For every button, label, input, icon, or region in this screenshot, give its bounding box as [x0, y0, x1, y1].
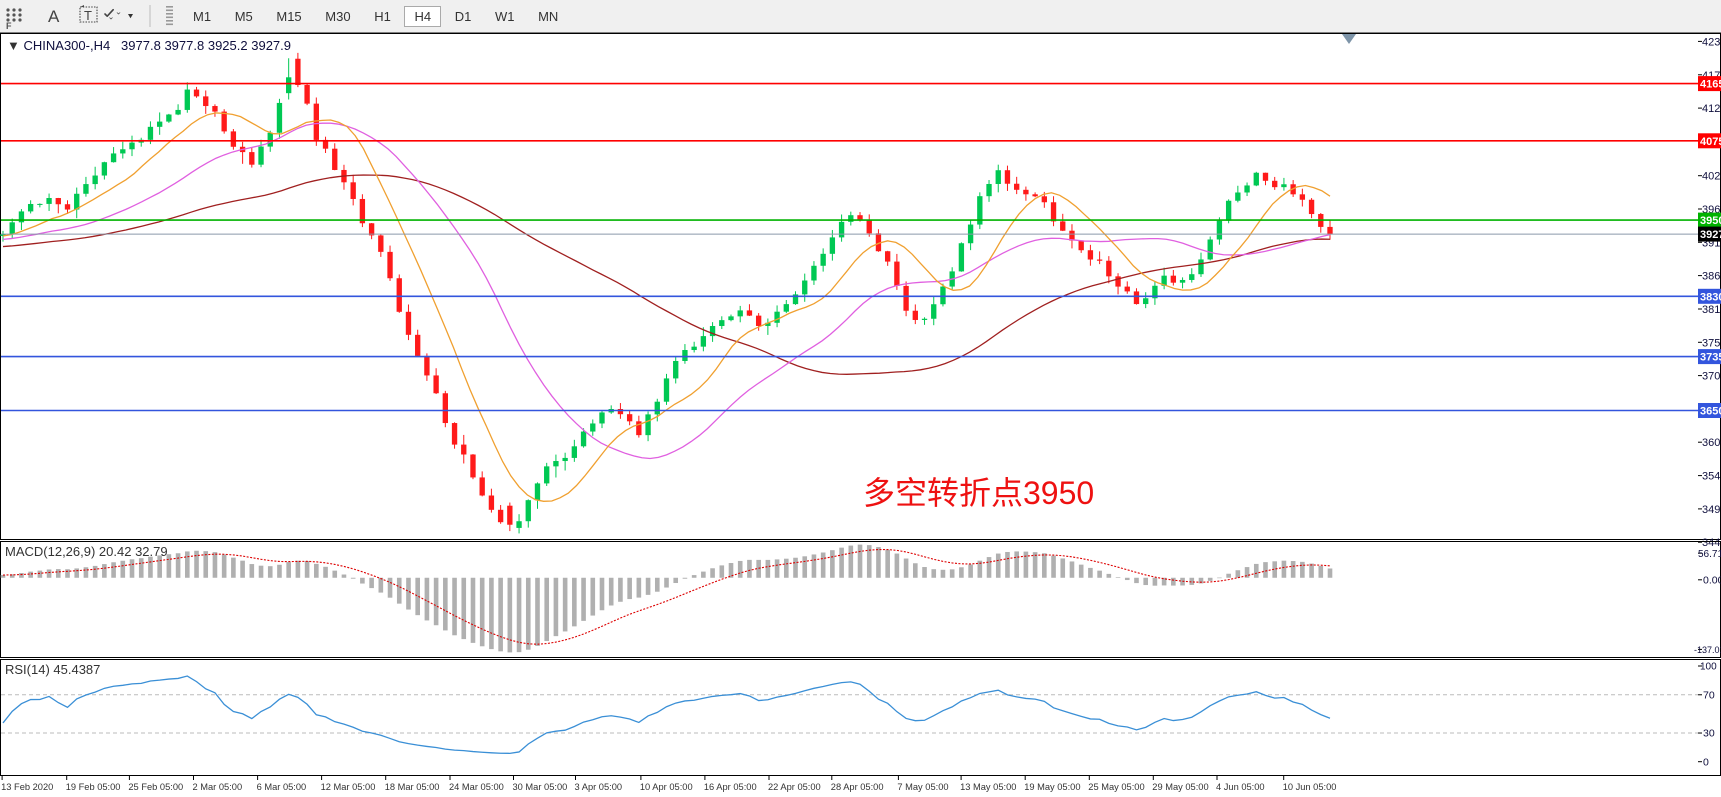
svg-text:6 Mar 05:00: 6 Mar 05:00	[257, 782, 307, 792]
svg-text:0: 0	[1703, 756, 1709, 768]
svg-text:3705.0: 3705.0	[1702, 371, 1721, 383]
svg-text:3650.0: 3650.0	[1700, 406, 1721, 418]
svg-text:24 Mar 05:00: 24 Mar 05:00	[449, 782, 504, 792]
svg-text:4165.0: 4165.0	[1700, 79, 1721, 91]
svg-text:30: 30	[1703, 728, 1715, 740]
svg-text:25 May 05:00: 25 May 05:00	[1088, 782, 1144, 792]
svg-text:10 Jun 05:00: 10 Jun 05:00	[1283, 782, 1337, 792]
svg-text:4231.5: 4231.5	[1702, 36, 1721, 48]
svg-text:F: F	[6, 21, 12, 31]
svg-text:3830.0: 3830.0	[1700, 291, 1721, 303]
svg-text:70: 70	[1703, 690, 1715, 702]
svg-text:A: A	[48, 7, 60, 26]
svg-text:3495.0: 3495.0	[1702, 504, 1721, 516]
svg-text:3600.0: 3600.0	[1702, 437, 1721, 449]
svg-text:3757.5: 3757.5	[1702, 337, 1721, 349]
svg-text:-137.01: -137.01	[1694, 645, 1721, 655]
svg-text:3735.0: 3735.0	[1700, 352, 1721, 364]
svg-text:4 Jun 05:00: 4 Jun 05:00	[1216, 782, 1265, 792]
svg-text:3862.5: 3862.5	[1702, 271, 1721, 283]
svg-text:3810.0: 3810.0	[1702, 304, 1721, 316]
svg-text:3547.5: 3547.5	[1702, 471, 1721, 483]
svg-text:3950.0: 3950.0	[1700, 215, 1721, 227]
svg-text:100: 100	[1700, 662, 1717, 673]
svg-text:4126.5: 4126.5	[1702, 103, 1721, 115]
svg-text:25 Feb 05:00: 25 Feb 05:00	[128, 782, 183, 792]
svg-text:T: T	[84, 8, 92, 23]
svg-text:18 Mar 05:00: 18 Mar 05:00	[385, 782, 440, 792]
svg-text:28 Apr 05:00: 28 Apr 05:00	[831, 782, 884, 792]
svg-text:19 May 05:00: 19 May 05:00	[1024, 782, 1080, 792]
svg-text:2 Mar 05:00: 2 Mar 05:00	[193, 782, 243, 792]
svg-text:22 Apr 05:00: 22 Apr 05:00	[768, 782, 821, 792]
svg-text:56.71: 56.71	[1698, 549, 1721, 560]
svg-text:12 Mar 05:00: 12 Mar 05:00	[321, 782, 376, 792]
svg-text:7 May 05:00: 7 May 05:00	[897, 782, 948, 792]
svg-text:16 Apr 05:00: 16 Apr 05:00	[704, 782, 757, 792]
svg-text:13 May 05:00: 13 May 05:00	[960, 782, 1016, 792]
svg-text:29 May 05:00: 29 May 05:00	[1152, 782, 1208, 792]
svg-text:3927.9: 3927.9	[1700, 229, 1721, 241]
svg-text:19 Feb 05:00: 19 Feb 05:00	[66, 782, 121, 792]
svg-text:30 Mar 05:00: 30 Mar 05:00	[513, 782, 568, 792]
svg-text:10 Apr 05:00: 10 Apr 05:00	[640, 782, 693, 792]
svg-text:0.00: 0.00	[1703, 575, 1721, 587]
svg-text:4020.0: 4020.0	[1702, 171, 1721, 183]
svg-text:4075.0: 4075.0	[1700, 136, 1721, 148]
svg-text:13 Feb 2020: 13 Feb 2020	[1, 782, 53, 792]
svg-text:3 Apr 05:00: 3 Apr 05:00	[575, 782, 623, 792]
